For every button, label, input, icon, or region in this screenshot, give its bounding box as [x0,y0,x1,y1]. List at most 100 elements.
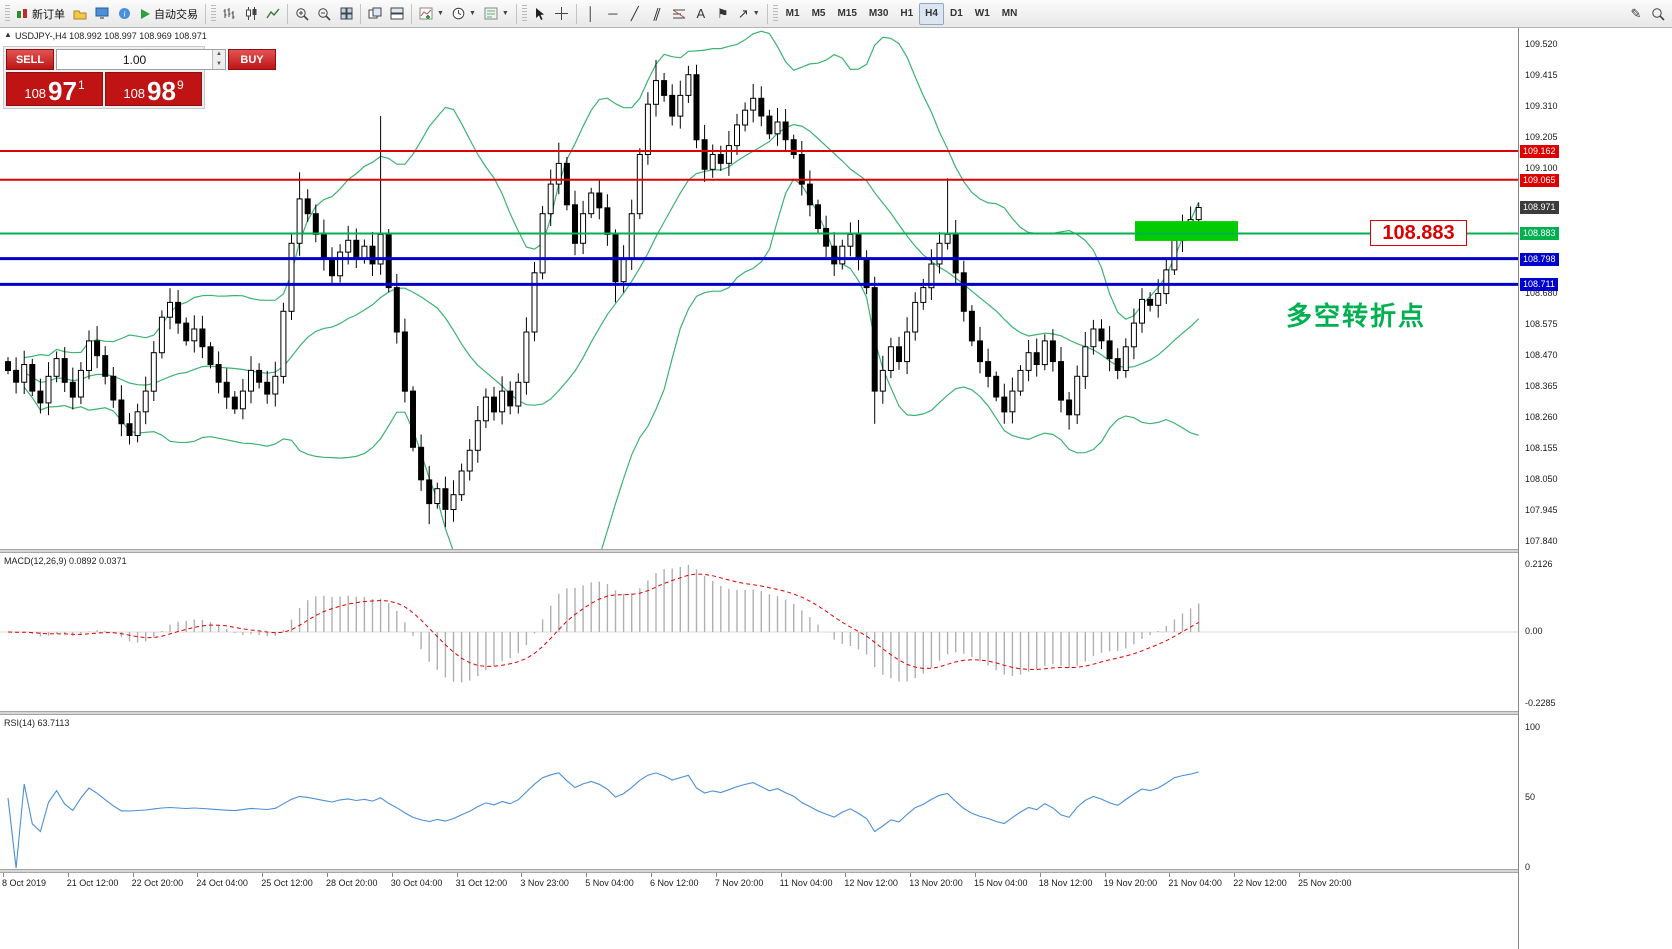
time-axis-tick [1169,873,1171,877]
toolbar-grip[interactable] [211,4,216,23]
time-axis-label: 8 Oct 2019 [2,878,47,888]
edit-button[interactable]: ✎ [1625,3,1647,25]
price-axis-label: 0.00 [1525,626,1543,636]
price-axis-label: 100 [1525,722,1541,732]
candlestick-chart-button[interactable] [240,3,262,25]
zoom-in-button[interactable] [291,3,313,25]
arrows-tool-button[interactable]: ↗ ▼ [734,3,764,25]
rsi-label: RSI(14) 63.7113 [4,718,70,728]
tile-windows-button[interactable] [335,3,357,25]
label-tool-button[interactable]: ⚑ [712,3,734,25]
cascade-windows-icon [368,7,382,20]
turning-point-text-object[interactable]: 多空转折点 [1286,301,1427,331]
cascade-windows-button[interactable] [364,3,386,25]
crosshair-button[interactable] [551,3,573,25]
timeframe-m15-button[interactable]: M15 [837,8,857,19]
macd-label: MACD(12,26,9) 0.0892 0.0371 [4,556,127,566]
time-axis-label: 31 Oct 12:00 [455,878,508,888]
buy-price-sup: 9 [176,78,184,92]
text-tool-button[interactable]: A [690,3,712,25]
time-axis-tick [715,873,717,877]
time-axis[interactable]: 8 Oct 2019 21 Oct 12:00 22 Oct 20:00 24 Oct… [0,873,1518,893]
rsi-panel[interactable] [0,715,1518,869]
time-axis-tick [1039,873,1041,877]
timeframe-m5-button[interactable]: M5 [811,8,826,19]
timeframe-h1-button[interactable]: H1 [900,8,914,19]
data-window-button[interactable]: i [113,3,135,25]
svg-text:i: i [123,10,125,19]
periods-button[interactable]: ▼ [448,3,480,25]
main-price-chart[interactable] [0,30,1518,549]
bar-chart-button[interactable] [218,3,240,25]
vertical-line-tool-button[interactable]: │ [580,3,602,25]
timeframe-w1-button[interactable]: W1 [974,8,990,19]
indicators-button[interactable]: ▼ [415,3,448,25]
panel-separator[interactable] [0,549,1672,553]
price-axis-label: -0.2285 [1525,697,1556,708]
horizontal-line-icon: ─ [608,6,618,21]
time-axis-tick [975,873,976,877]
sell-button[interactable]: SELL [6,49,54,70]
cursor-button[interactable] [529,3,551,25]
price-axis-label: 108.680 [1525,287,1558,298]
price-level-text-object[interactable]: 108.883 [1370,220,1467,246]
time-axis-tick [845,873,847,877]
timeframe-d1-button[interactable]: D1 [949,8,963,19]
price-axis-label: 0.2126 [1525,559,1553,570]
volume-input[interactable] [57,50,212,69]
time-axis-tick [1234,873,1236,877]
time-axis-tick [197,873,199,877]
time-axis-tick [327,873,328,877]
new-order-icon [16,7,29,20]
new-order-button[interactable]: 新订单 [12,3,69,25]
price-axis-label: 108.050 [1525,473,1558,484]
price-axis-label: 107.840 [1525,535,1558,546]
timeframe-m1-button[interactable]: M1 [785,8,800,19]
collapse-trade-panel-icon[interactable]: ▲ [4,30,12,39]
time-axis-label: 12 Nov 12:00 [844,878,898,888]
sell-price-big: 97 [48,75,77,106]
fibonacci-tool-button[interactable] [668,3,690,25]
time-axis-label: 6 Nov 12:00 [650,878,699,888]
toolbar-grip[interactable] [521,4,527,23]
time-axis-label: 24 Oct 04:00 [196,878,248,888]
line-chart-button[interactable] [262,3,284,25]
sell-price[interactable]: 108 97 1 [6,72,103,106]
price-axis-label: 109.310 [1525,101,1558,112]
price-tag: 108.711 [1520,278,1558,292]
arrange-windows-button[interactable] [386,3,408,25]
timeframe-m30-button[interactable]: M30 [868,8,889,19]
zoom-out-icon [317,7,331,21]
templates-button[interactable]: ▼ [480,3,513,25]
volume-up-icon[interactable]: ▲ [213,50,225,60]
zoom-out-button[interactable] [313,3,335,25]
time-axis-label: 7 Nov 20:00 [714,878,764,888]
panel-separator[interactable] [0,711,1672,715]
time-axis-tick [262,873,264,877]
price-axis[interactable]: 109.520 109.415 109.310 109.205 109.100 108.6… [1518,28,1672,949]
timeframe-mn-button[interactable]: MN [1001,8,1018,19]
trendline-icon: ╱ [630,6,639,21]
toolbar-grip[interactable] [5,4,10,23]
channel-tool-button[interactable]: ∥ [646,3,668,25]
market-watch-button[interactable] [91,3,113,25]
volume-down-icon[interactable]: ▼ [213,59,225,69]
chevron-down-icon: ▼ [437,10,444,17]
autotrading-label: 自动交易 [154,8,198,21]
buy-price[interactable]: 108 98 9 [105,72,202,106]
search-button[interactable] [1647,3,1669,25]
autotrading-button[interactable]: 自动交易 [135,3,202,25]
toolbar-grip[interactable] [772,4,778,23]
time-axis-label: 25 Nov 20:00 [1298,878,1352,888]
buy-button[interactable]: BUY [228,49,276,70]
time-axis-tick [1299,873,1300,877]
trendline-tool-button[interactable]: ╱ [624,3,646,25]
panel-separator [0,869,1672,873]
time-axis-label: 18 Nov 12:00 [1038,878,1093,888]
timeframe-h4-button[interactable]: H4 [919,2,944,25]
horizontal-line-tool-button[interactable]: ─ [602,3,624,25]
time-axis-label: 19 Nov 20:00 [1103,878,1158,888]
macd-panel[interactable] [0,553,1518,711]
profiles-button[interactable] [69,3,91,25]
